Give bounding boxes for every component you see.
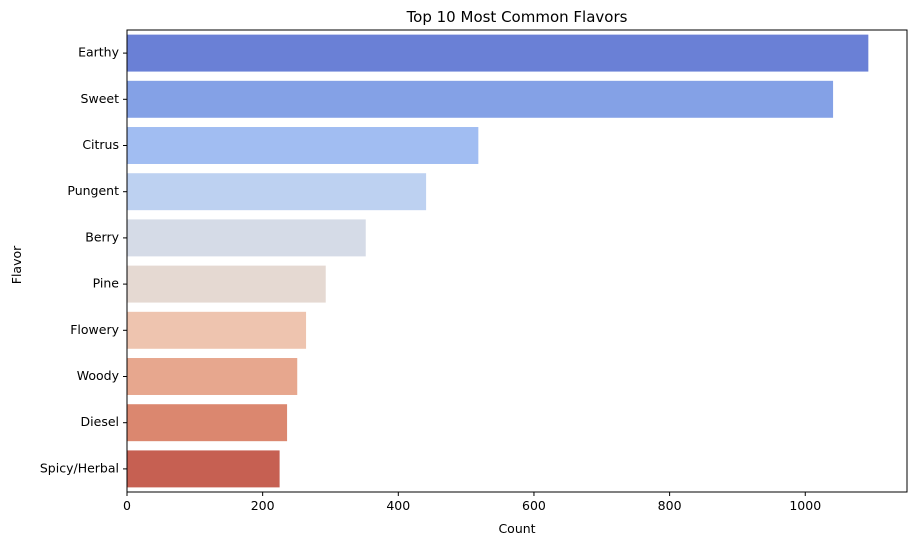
chart-title: Top 10 Most Common Flavors — [406, 8, 628, 26]
x-axis-label: Count — [498, 521, 535, 536]
y-tick-label: Berry — [85, 229, 119, 244]
y-tick-label: Diesel — [81, 414, 119, 429]
x-tick-label: 1000 — [789, 498, 821, 513]
y-tick-label: Pine — [93, 276, 120, 291]
y-tick-label: Citrus — [82, 137, 119, 152]
x-tick-label: 800 — [658, 498, 682, 513]
x-tick-label: 0 — [123, 498, 131, 513]
axes-layer — [126, 29, 908, 493]
bar-citrus — [127, 127, 479, 164]
y-axis-label: Flavor — [9, 245, 24, 284]
bar-sweet — [127, 80, 834, 118]
bar-woody — [127, 358, 298, 395]
x-ticks-layer: 0 200 400 600 800 1000 — [123, 492, 821, 513]
x-tick-label: 200 — [251, 498, 275, 513]
bars-layer — [127, 34, 869, 488]
x-tick-label: 600 — [522, 498, 546, 513]
bar-diesel — [127, 404, 288, 442]
bar-spicy-herbal — [127, 450, 280, 488]
y-tick-label: Flowery — [70, 322, 119, 337]
y-tick-label: Woody — [77, 368, 120, 383]
plot-frame — [126, 29, 908, 493]
x-tick-label: 400 — [386, 498, 410, 513]
y-tick-label: Sweet — [81, 91, 120, 106]
y-ticks-layer: Earthy Sweet Citrus Pungent Berry Pine Flowery… — [40, 45, 127, 475]
bar-earthy — [127, 34, 869, 72]
y-tick-label: Earthy — [78, 45, 120, 60]
bar-berry — [127, 219, 366, 257]
y-tick-label: Pungent — [67, 183, 119, 198]
bar-pine — [127, 265, 326, 303]
bar-pungent — [127, 173, 427, 211]
y-tick-label: Spicy/Herbal — [40, 460, 119, 475]
bar-flowery — [127, 311, 307, 349]
